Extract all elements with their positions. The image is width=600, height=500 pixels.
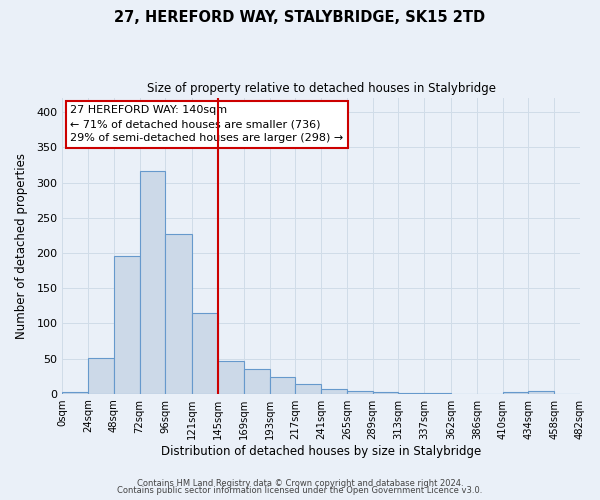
X-axis label: Distribution of detached houses by size in Stalybridge: Distribution of detached houses by size … [161,444,481,458]
Bar [503,392,529,394]
Bar [114,256,140,394]
Bar [88,358,114,394]
Bar [295,384,321,394]
Bar [347,391,373,394]
Bar [398,393,424,394]
Bar [373,392,398,394]
Text: 27, HEREFORD WAY, STALYBRIDGE, SK15 2TD: 27, HEREFORD WAY, STALYBRIDGE, SK15 2TD [115,10,485,25]
Title: Size of property relative to detached houses in Stalybridge: Size of property relative to detached ho… [146,82,496,96]
Bar [166,234,192,394]
Bar [218,362,244,394]
Y-axis label: Number of detached properties: Number of detached properties [15,153,28,339]
Bar [192,313,218,394]
Text: Contains public sector information licensed under the Open Government Licence v3: Contains public sector information licen… [118,486,482,495]
Bar [321,389,347,394]
Bar [62,392,88,394]
Bar [269,377,295,394]
Text: Contains HM Land Registry data © Crown copyright and database right 2024.: Contains HM Land Registry data © Crown c… [137,478,463,488]
Bar [140,170,166,394]
Bar [529,391,554,394]
Bar [244,369,269,394]
Bar [424,393,451,394]
Text: 27 HEREFORD WAY: 140sqm
← 71% of detached houses are smaller (736)
29% of semi-d: 27 HEREFORD WAY: 140sqm ← 71% of detache… [70,106,343,144]
